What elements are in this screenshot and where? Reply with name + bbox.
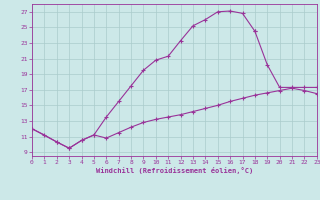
X-axis label: Windchill (Refroidissement éolien,°C): Windchill (Refroidissement éolien,°C) (96, 167, 253, 174)
